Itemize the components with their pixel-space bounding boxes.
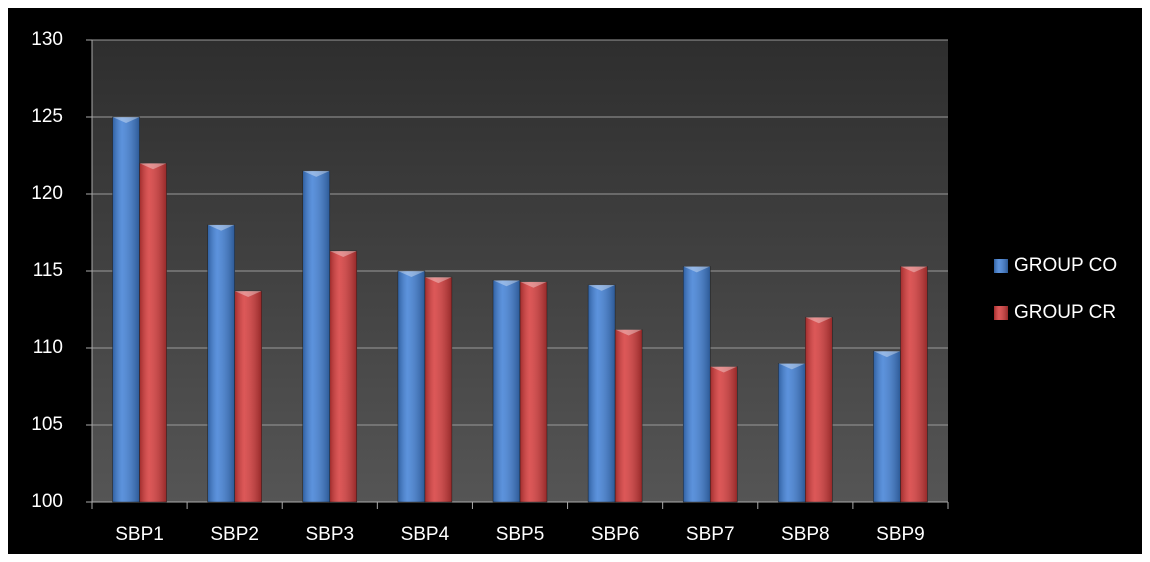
bar-cap bbox=[397, 271, 425, 277]
y-tick-label: 110 bbox=[33, 337, 63, 358]
bar-cap bbox=[710, 366, 738, 373]
y-tick-label: 130 bbox=[31, 29, 63, 50]
bar-shade bbox=[302, 170, 330, 502]
bar-cap bbox=[520, 281, 547, 288]
bar-shade bbox=[207, 224, 235, 503]
bar-shade bbox=[112, 117, 140, 502]
x-tick-label: SBP3 bbox=[305, 524, 354, 545]
bar-cap bbox=[329, 250, 357, 257]
bar-cap bbox=[493, 280, 520, 287]
bar-shade bbox=[520, 281, 547, 502]
x-tick-label: SBP9 bbox=[876, 524, 925, 545]
bar-cap bbox=[424, 277, 452, 284]
bar-shade bbox=[873, 351, 901, 502]
bar-shade bbox=[710, 366, 738, 502]
bar-cap bbox=[207, 224, 235, 231]
y-tick-label: 100 bbox=[31, 491, 63, 512]
x-tick-label: SBP7 bbox=[686, 524, 735, 545]
bar-shade bbox=[778, 363, 806, 502]
bar-shade bbox=[805, 317, 833, 502]
x-tick-label: SBP4 bbox=[401, 524, 450, 545]
legend-label: GROUP CR bbox=[1014, 302, 1116, 323]
bar-cap bbox=[683, 266, 711, 273]
bar-shade bbox=[493, 280, 520, 502]
bar-shade bbox=[900, 266, 928, 502]
bar-cap bbox=[873, 351, 901, 358]
y-tick-label: 120 bbox=[31, 183, 63, 204]
bar-shade bbox=[424, 277, 452, 502]
x-tick-label: SBP5 bbox=[496, 524, 545, 545]
bar-shade bbox=[329, 250, 357, 502]
bar-cap bbox=[615, 329, 643, 336]
legend-label: GROUP CO bbox=[1014, 255, 1117, 276]
y-tick-label: 125 bbox=[31, 106, 63, 127]
x-tick-label: SBP1 bbox=[115, 524, 164, 545]
bar-shade bbox=[683, 266, 711, 502]
bar-cap bbox=[302, 170, 330, 177]
bar-shade bbox=[234, 291, 262, 502]
bar-cap bbox=[900, 266, 928, 273]
bar-shade bbox=[139, 163, 167, 502]
y-tick-label: 105 bbox=[31, 414, 63, 435]
x-tick-label: SBP6 bbox=[591, 524, 640, 545]
y-tick-label: 115 bbox=[33, 260, 63, 281]
legend-marker-shade bbox=[994, 259, 1008, 273]
bar-cap bbox=[234, 291, 262, 298]
bar-cap bbox=[588, 284, 616, 291]
bar-cap bbox=[778, 363, 806, 370]
bar-shade bbox=[588, 284, 616, 502]
bar-shade bbox=[397, 271, 425, 502]
bar-cap bbox=[112, 117, 140, 123]
x-tick-label: SBP8 bbox=[781, 524, 830, 545]
x-tick-label: SBP2 bbox=[210, 524, 259, 545]
bar-cap bbox=[805, 317, 833, 324]
bar-shade bbox=[615, 329, 643, 502]
bar-cap bbox=[139, 163, 167, 170]
legend-marker-shade bbox=[994, 306, 1008, 320]
